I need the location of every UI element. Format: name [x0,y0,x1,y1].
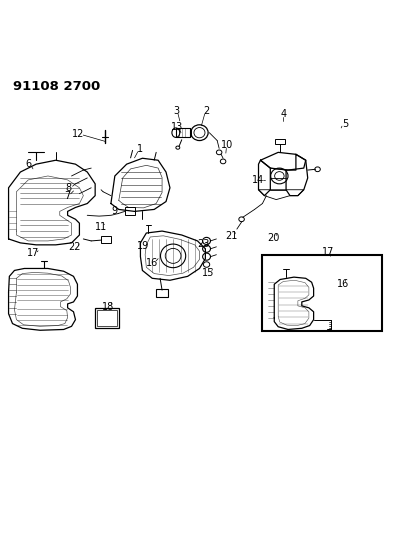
Text: 22: 22 [68,242,81,252]
Bar [97,310,117,326]
Text: 20: 20 [267,233,280,243]
Text: 3: 3 [173,106,180,116]
Text: 9: 9 [112,206,118,216]
Bar [262,255,382,332]
Text: 7: 7 [64,191,70,200]
Text: 5: 5 [342,119,349,129]
Text: 6: 6 [25,159,31,169]
Text: 14: 14 [252,175,265,185]
Text: 17: 17 [27,248,39,258]
Text: 91108 2700: 91108 2700 [13,79,100,93]
Text: 17: 17 [322,247,334,257]
Text: 1: 1 [137,144,143,154]
Bar [101,236,111,243]
Text: 16: 16 [337,279,349,289]
Bar [95,308,119,327]
Text: 2: 2 [203,106,209,116]
Text: 21: 21 [225,231,237,241]
Bar [156,289,168,297]
Bar [125,207,135,215]
Text: 4: 4 [280,109,286,119]
Text: 8: 8 [65,183,71,193]
Text: 13: 13 [171,122,183,132]
Text: 23: 23 [198,239,210,249]
Text: 16: 16 [146,257,158,268]
Bar [275,139,285,144]
Text: 12: 12 [72,129,85,139]
Text: 11: 11 [95,222,107,232]
Text: 18: 18 [102,302,114,312]
Text: 10: 10 [221,140,233,150]
Text: 15: 15 [202,268,215,278]
Text: 19: 19 [137,241,150,251]
